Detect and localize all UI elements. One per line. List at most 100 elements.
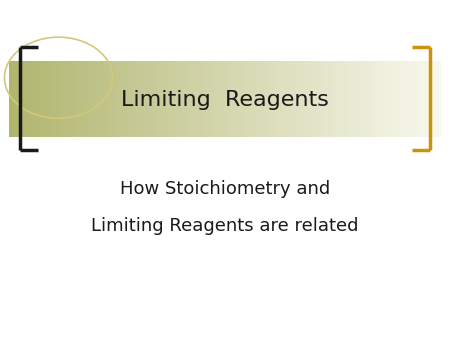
Bar xyxy=(193,61,195,137)
Bar xyxy=(216,61,219,137)
Bar xyxy=(169,61,171,137)
Bar xyxy=(136,61,139,137)
Bar xyxy=(61,61,63,137)
Bar xyxy=(303,61,306,137)
Bar xyxy=(230,61,232,137)
Bar xyxy=(180,61,182,137)
Bar xyxy=(80,61,83,137)
Bar xyxy=(149,61,152,137)
Bar xyxy=(39,61,42,137)
Bar xyxy=(322,61,325,137)
Bar xyxy=(309,61,312,137)
Bar xyxy=(430,61,433,137)
Bar xyxy=(186,61,189,137)
Bar xyxy=(253,61,256,137)
Bar xyxy=(247,61,249,137)
Bar xyxy=(54,61,57,137)
Bar xyxy=(419,61,422,137)
Bar xyxy=(173,61,176,137)
Bar xyxy=(158,61,161,137)
Bar xyxy=(234,61,236,137)
Bar xyxy=(225,61,228,137)
Bar xyxy=(240,61,243,137)
Bar xyxy=(201,61,204,137)
Bar xyxy=(119,61,122,137)
Bar xyxy=(208,61,210,137)
Bar xyxy=(182,61,184,137)
Bar xyxy=(355,61,357,137)
Text: How Stoichiometry and: How Stoichiometry and xyxy=(120,180,330,198)
Bar xyxy=(197,61,199,137)
Bar xyxy=(98,61,100,137)
Bar xyxy=(85,61,87,137)
Bar xyxy=(424,61,426,137)
Bar xyxy=(14,61,16,137)
Bar xyxy=(406,61,409,137)
Bar xyxy=(387,61,390,137)
Bar xyxy=(102,61,104,137)
Bar xyxy=(68,61,70,137)
Bar xyxy=(231,61,234,137)
Bar xyxy=(338,61,340,137)
Bar xyxy=(147,61,150,137)
Bar xyxy=(69,61,72,137)
Bar xyxy=(277,61,279,137)
Bar xyxy=(359,61,361,137)
Bar xyxy=(290,61,292,137)
Bar xyxy=(176,61,178,137)
Bar xyxy=(206,61,208,137)
Bar xyxy=(72,61,74,137)
Bar xyxy=(87,61,90,137)
Bar xyxy=(357,61,360,137)
Bar xyxy=(439,61,441,137)
Bar xyxy=(214,61,217,137)
Bar xyxy=(436,61,439,137)
Bar xyxy=(411,61,414,137)
Bar xyxy=(344,61,346,137)
Bar xyxy=(249,61,252,137)
Bar xyxy=(320,61,323,137)
Bar xyxy=(314,61,316,137)
Bar xyxy=(273,61,275,137)
Bar xyxy=(389,61,392,137)
Bar xyxy=(210,61,212,137)
Bar xyxy=(162,61,165,137)
Bar xyxy=(257,61,260,137)
Bar xyxy=(363,61,366,137)
Bar xyxy=(238,61,241,137)
Bar xyxy=(422,61,424,137)
Bar xyxy=(82,61,85,137)
Bar xyxy=(76,61,79,137)
Bar xyxy=(294,61,297,137)
Bar xyxy=(381,61,383,137)
Bar xyxy=(251,61,253,137)
Bar xyxy=(91,61,94,137)
Bar xyxy=(78,61,81,137)
Bar xyxy=(279,61,282,137)
Bar xyxy=(95,61,98,137)
Bar xyxy=(123,61,126,137)
Bar xyxy=(432,61,435,137)
Bar xyxy=(199,61,202,137)
Bar xyxy=(378,61,381,137)
Bar xyxy=(41,61,44,137)
Bar xyxy=(57,61,59,137)
Bar xyxy=(15,61,18,137)
Bar xyxy=(219,61,221,137)
Bar xyxy=(348,61,351,137)
Bar xyxy=(402,61,405,137)
Bar xyxy=(190,61,193,137)
Bar xyxy=(292,61,295,137)
Bar xyxy=(134,61,137,137)
Bar xyxy=(400,61,403,137)
Bar xyxy=(318,61,320,137)
Bar xyxy=(382,61,385,137)
Bar xyxy=(46,61,48,137)
Bar xyxy=(212,61,215,137)
Bar xyxy=(122,61,124,137)
Bar xyxy=(111,61,113,137)
Bar xyxy=(195,61,198,137)
Bar xyxy=(126,61,128,137)
Bar xyxy=(63,61,66,137)
Bar xyxy=(154,61,156,137)
